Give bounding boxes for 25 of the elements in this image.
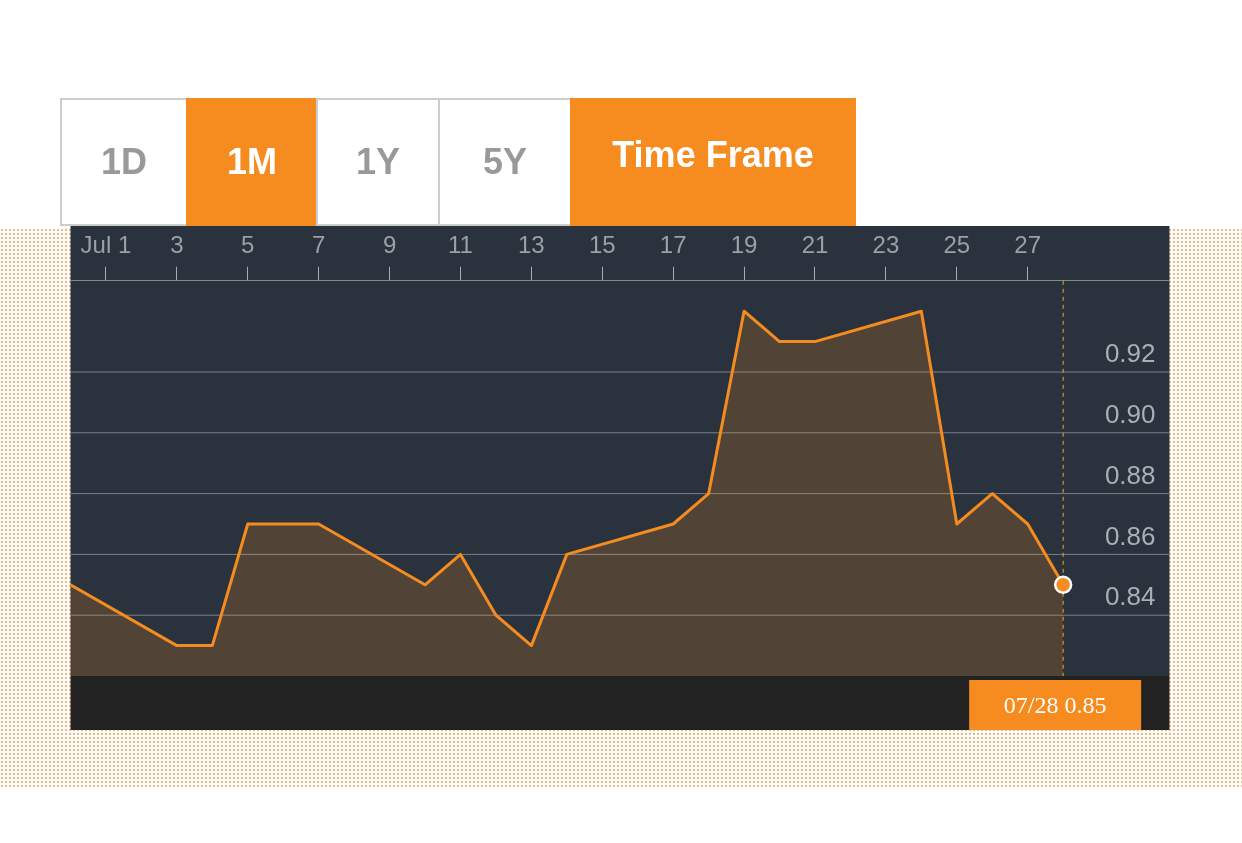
- x-tick-label: 3: [170, 231, 184, 259]
- text: 1M: [186, 98, 316, 226]
- text: 1Y: [316, 98, 438, 226]
- y-tick-label: 0.88: [1104, 459, 1156, 490]
- text: 07/28 0.85: [1003, 692, 1107, 719]
- x-tick-label: 21: [801, 231, 829, 259]
- x-tick-label: 25: [943, 231, 971, 259]
- x-tick-label: 17: [659, 231, 687, 259]
- text: Time Frame: [570, 98, 856, 226]
- x-tick-label: 13: [518, 231, 545, 259]
- x-tick-label: 7: [311, 231, 326, 259]
- text: 5Y: [438, 98, 570, 226]
- x-tick-label: 23: [872, 231, 900, 259]
- y-tick-label: 0.84: [1104, 581, 1156, 612]
- y-tick-label: 0.90: [1104, 398, 1156, 429]
- x-tick-label: 19: [730, 231, 758, 259]
- x-tick-label: 11: [448, 231, 473, 259]
- x-tick-label: 9: [382, 231, 397, 259]
- x-tick-label: 5: [241, 231, 255, 259]
- y-tick-label: 0.86: [1104, 520, 1156, 551]
- x-tick-label: Jul 1: [80, 231, 132, 259]
- text: 1D: [60, 98, 186, 226]
- y-tick-label: 0.92: [1104, 338, 1156, 369]
- x-tick-label: 27: [1014, 231, 1042, 259]
- x-tick-label: 15: [588, 231, 616, 259]
